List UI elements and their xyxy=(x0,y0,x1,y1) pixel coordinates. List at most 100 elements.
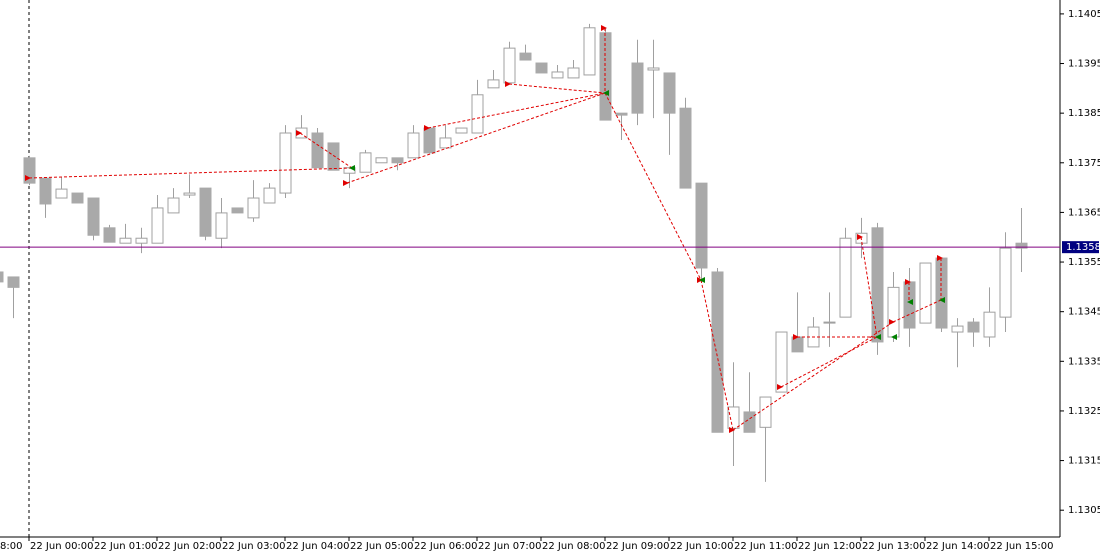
bull-body xyxy=(151,207,164,244)
entry-arrow xyxy=(889,319,895,325)
exit-arrow xyxy=(907,299,913,305)
trade-entries xyxy=(25,25,943,433)
bear-body xyxy=(391,157,404,164)
bull-body xyxy=(55,188,68,199)
x-tick-label: 22 Jun 04:00 xyxy=(286,541,350,552)
bear-body xyxy=(0,271,4,283)
trade-exits xyxy=(349,90,945,340)
entry-arrow xyxy=(343,180,349,186)
y-tick-label: 1.1365 xyxy=(1068,207,1100,218)
bull-body xyxy=(247,197,260,219)
x-tick-label: 22 Jun 05:00 xyxy=(350,541,414,552)
bull-body xyxy=(567,67,580,79)
y-tick-label: 1.1305 xyxy=(1068,505,1100,516)
trade-line xyxy=(427,92,606,129)
bull-body xyxy=(279,132,292,194)
bear-body xyxy=(615,112,628,116)
bull-body xyxy=(759,396,772,428)
exit-arrow xyxy=(875,334,881,340)
bull-body xyxy=(775,331,788,393)
bull-body xyxy=(647,67,660,71)
entry-arrow xyxy=(937,255,943,261)
trade-line xyxy=(892,299,942,323)
bear-body xyxy=(631,62,644,114)
bull-body xyxy=(919,262,932,324)
exit-arrow xyxy=(939,297,945,303)
trade-line xyxy=(346,92,606,184)
entry-arrow xyxy=(793,334,799,340)
x-tick-label: 22 Jun 14:00 xyxy=(926,541,990,552)
bull-body xyxy=(823,321,836,324)
trade-line xyxy=(732,321,894,431)
x-tick-label: 22 Jun 00:00 xyxy=(30,541,94,552)
bull-body xyxy=(263,187,276,204)
x-tick-label: 22 Jun 03:00 xyxy=(222,541,286,552)
x-tick-label: 22 Jun 12:00 xyxy=(798,541,862,552)
bull-body xyxy=(487,79,500,89)
exit-arrow xyxy=(349,165,355,171)
bear-body xyxy=(871,227,884,343)
y-tick-label: 1.1345 xyxy=(1068,307,1100,318)
bear-body xyxy=(87,197,100,236)
bear-body xyxy=(711,271,724,433)
y-tick-label: 1.1325 xyxy=(1068,406,1100,417)
x-tick-label: 22 Jun 09:00 xyxy=(606,541,670,552)
bear-body xyxy=(231,207,244,214)
trade-line xyxy=(700,279,734,431)
bear-body xyxy=(39,177,52,205)
entry-arrow xyxy=(296,130,302,136)
trade-line xyxy=(604,92,702,281)
candles xyxy=(0,23,1028,482)
bull-body xyxy=(471,94,484,134)
x-tick-label: 22 Jun 15:00 xyxy=(990,541,1054,552)
x-clipped-label: 8:00 xyxy=(0,541,22,552)
bear-body xyxy=(199,187,212,237)
bear-body xyxy=(967,321,980,333)
bull-body xyxy=(551,71,564,79)
bull-body xyxy=(951,325,964,333)
bear-body xyxy=(743,411,756,433)
bull-body xyxy=(119,237,132,244)
bull-body xyxy=(439,137,452,149)
bull-body xyxy=(135,237,148,244)
bear-body xyxy=(663,72,676,114)
trade-line xyxy=(780,336,878,388)
bear-body xyxy=(599,32,612,121)
y-tick-label: 1.1395 xyxy=(1068,59,1100,70)
x-tick-label: 22 Jun 02:00 xyxy=(158,541,222,552)
entry-arrow xyxy=(424,125,430,131)
bear-body xyxy=(327,142,340,171)
trade-line xyxy=(508,83,606,94)
trade-line xyxy=(299,132,353,169)
exit-arrow xyxy=(699,277,705,283)
x-tick-label: 22 Jun 08:00 xyxy=(542,541,606,552)
current-price-box xyxy=(1062,241,1099,254)
bull-body xyxy=(983,311,996,338)
trade-line xyxy=(28,167,353,179)
bear-body xyxy=(7,276,20,288)
current-price-label: 1.1358 xyxy=(1066,242,1100,253)
exit-arrow xyxy=(891,334,897,340)
bull-body xyxy=(839,237,852,318)
bull-body xyxy=(887,286,900,338)
trade-line xyxy=(860,236,878,338)
y-tick-label: 1.1385 xyxy=(1068,108,1100,119)
y-tick-label: 1.1375 xyxy=(1068,158,1100,169)
entry-arrow xyxy=(505,81,511,87)
bear-body xyxy=(519,52,532,61)
y-tick-label: 1.1355 xyxy=(1068,257,1100,268)
bear-body xyxy=(423,127,436,154)
bear-body xyxy=(103,227,116,243)
exit-arrow xyxy=(603,90,609,96)
bull-body xyxy=(407,132,420,159)
entry-arrow xyxy=(905,279,911,285)
x-tick-label: 22 Jun 06:00 xyxy=(414,541,478,552)
bull-body xyxy=(183,192,196,196)
bear-body xyxy=(535,62,548,74)
bear-body xyxy=(1015,242,1028,249)
bull-body xyxy=(375,157,388,164)
x-tick-label: 22 Jun 10:00 xyxy=(670,541,734,552)
bear-body xyxy=(679,107,692,189)
